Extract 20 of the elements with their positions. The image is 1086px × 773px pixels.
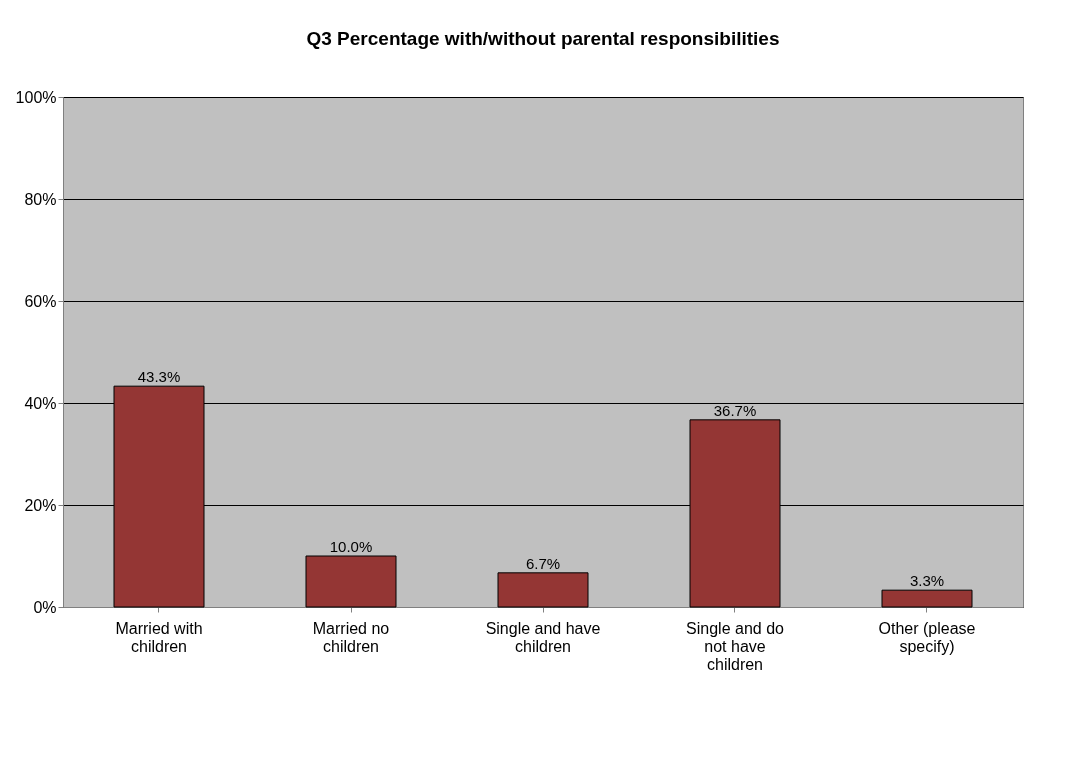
data-label: 6.7%: [525, 554, 561, 572]
bar: [497, 572, 589, 608]
x-tick-label: Single and have children: [485, 619, 601, 655]
y-tick-label: 0%: [33, 598, 57, 616]
y-tick-label: 20%: [24, 496, 57, 514]
y-tick-label: 80%: [24, 190, 57, 208]
data-label: 43.3%: [137, 368, 181, 386]
data-label: 3.3%: [909, 572, 945, 590]
chart-title: Q3 Percentage with/without parental responsibilities: [306, 28, 780, 49]
bar: [881, 589, 973, 608]
y-tick-label: 60%: [24, 292, 57, 310]
x-tick-label: Single and do not have children: [686, 619, 785, 673]
data-label: 10.0%: [329, 538, 373, 555]
x-tick-label: Married no children: [312, 619, 390, 655]
x-tick-label: Married with children: [115, 619, 203, 655]
y-tick-label: 100%: [15, 88, 57, 106]
x-tick-label: Other (please specify): [878, 619, 976, 655]
y-tick-label: 40%: [24, 394, 57, 412]
bar: [305, 555, 397, 608]
data-label: 36.7%: [713, 401, 757, 419]
